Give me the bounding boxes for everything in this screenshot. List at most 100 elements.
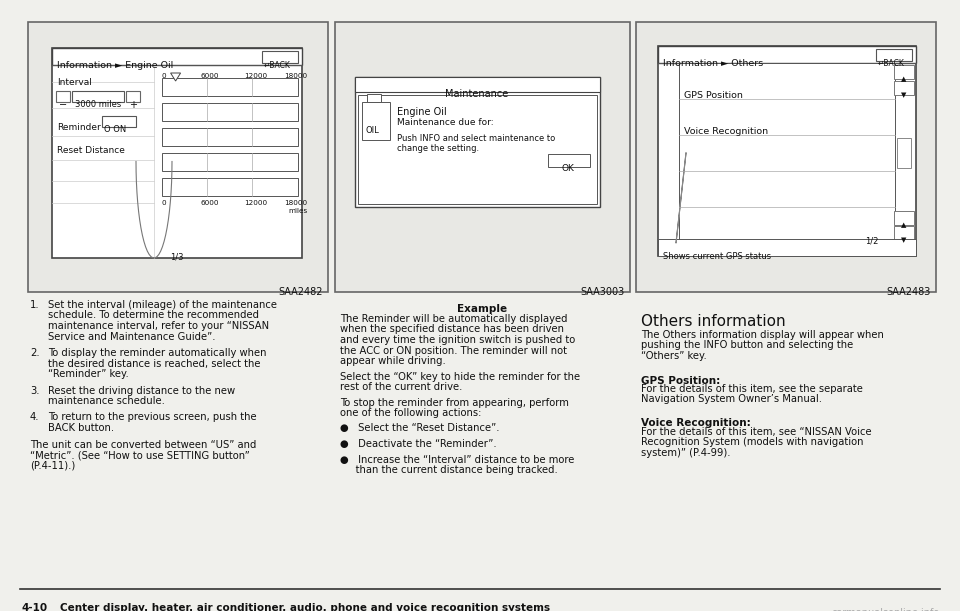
Text: 4-10: 4-10: [22, 603, 48, 611]
Text: Center display, heater, air conditioner, audio, phone and voice recognition syst: Center display, heater, air conditioner,…: [60, 603, 550, 611]
Text: O ON: O ON: [104, 125, 127, 134]
Text: Information ► Others: Information ► Others: [663, 59, 763, 68]
Text: The Others information display will appear when: The Others information display will appe…: [641, 330, 884, 340]
Bar: [679, 63, 895, 243]
Text: ▼: ▼: [901, 92, 906, 98]
Text: 0: 0: [162, 200, 167, 206]
Text: than the current distance being tracked.: than the current distance being tracked.: [340, 465, 558, 475]
Text: Voice Recognition: Voice Recognition: [684, 127, 768, 136]
Bar: [894, 211, 914, 225]
Bar: [636, 22, 936, 292]
Text: Reset Distance: Reset Distance: [57, 146, 125, 155]
Text: GPS Position:: GPS Position:: [641, 376, 720, 386]
Text: BACK button.: BACK button.: [48, 423, 114, 433]
Text: ●   Select the “Reset Distance”.: ● Select the “Reset Distance”.: [340, 423, 499, 433]
Text: OIL: OIL: [365, 126, 379, 135]
Text: Push INFO and select maintenance to: Push INFO and select maintenance to: [397, 134, 555, 143]
Text: 18000: 18000: [284, 200, 307, 206]
Text: 12000: 12000: [244, 200, 267, 206]
Text: 3.: 3.: [30, 386, 39, 395]
Text: 12000: 12000: [244, 73, 267, 79]
Bar: [355, 77, 600, 92]
Bar: [56, 91, 70, 102]
Text: To stop the reminder from appearing, perform: To stop the reminder from appearing, per…: [340, 398, 569, 408]
Text: 18000: 18000: [284, 73, 307, 79]
Bar: [52, 48, 302, 65]
Text: Reset the driving distance to the new: Reset the driving distance to the new: [48, 386, 235, 395]
Text: SAA2483: SAA2483: [887, 287, 931, 297]
Text: Engine Oil: Engine Oil: [397, 107, 446, 117]
Text: maintenance schedule.: maintenance schedule.: [48, 396, 165, 406]
Text: schedule. To determine the recommended: schedule. To determine the recommended: [48, 310, 259, 321]
Bar: [897, 138, 911, 168]
Text: Set the interval (mileage) of the maintenance: Set the interval (mileage) of the mainte…: [48, 300, 277, 310]
Text: Recognition System (models with navigation: Recognition System (models with navigati…: [641, 437, 863, 447]
Text: appear while driving.: appear while driving.: [340, 356, 445, 366]
Text: ▼: ▼: [901, 237, 906, 243]
Bar: [262, 51, 298, 63]
Bar: [658, 46, 916, 63]
Bar: [894, 226, 914, 240]
Text: carmanualsonline.info: carmanualsonline.info: [831, 608, 940, 611]
Text: the desired distance is reached, select the: the desired distance is reached, select …: [48, 359, 260, 368]
Text: “Others” key.: “Others” key.: [641, 351, 707, 361]
Text: ↵BACK: ↵BACK: [878, 59, 905, 68]
Bar: [162, 128, 298, 146]
Text: maintenance interval, refer to your “NISSAN: maintenance interval, refer to your “NIS…: [48, 321, 269, 331]
Text: To display the reminder automatically when: To display the reminder automatically wh…: [48, 348, 267, 358]
Text: “Metric”. (See “How to use SETTING button”: “Metric”. (See “How to use SETTING butto…: [30, 450, 250, 460]
Text: Example: Example: [457, 304, 507, 314]
Bar: [162, 103, 298, 121]
Bar: [894, 81, 914, 95]
Bar: [102, 116, 136, 127]
Text: Interval: Interval: [57, 78, 92, 87]
Text: Shows current GPS status: Shows current GPS status: [663, 252, 771, 261]
Text: For the details of this item, see “NISSAN Voice: For the details of this item, see “NISSA…: [641, 426, 872, 436]
Bar: [335, 22, 630, 292]
Text: 3000 miles: 3000 miles: [75, 100, 121, 109]
Text: Maintenance due for:: Maintenance due for:: [397, 118, 493, 127]
Text: Reminder: Reminder: [57, 123, 101, 132]
Bar: [894, 65, 914, 79]
Bar: [367, 94, 381, 102]
Text: Information ► Engine Oil: Information ► Engine Oil: [57, 61, 173, 70]
Bar: [355, 77, 600, 207]
Text: −: −: [59, 100, 67, 110]
Text: ▲: ▲: [901, 222, 906, 228]
Text: Voice Recognition:: Voice Recognition:: [641, 419, 751, 428]
Text: and every time the ignition switch is pushed to: and every time the ignition switch is pu…: [340, 335, 575, 345]
Text: SAA2482: SAA2482: [278, 287, 323, 297]
Text: when the specified distance has been driven: when the specified distance has been dri…: [340, 324, 564, 334]
Text: GPS Position: GPS Position: [684, 91, 743, 100]
Text: For the details of this item, see the separate: For the details of this item, see the se…: [641, 384, 863, 393]
Text: (P.4-11).): (P.4-11).): [30, 461, 75, 470]
Text: 1/3: 1/3: [170, 253, 183, 262]
Bar: [658, 239, 916, 256]
Text: To return to the previous screen, push the: To return to the previous screen, push t…: [48, 412, 256, 422]
Text: Maintenance: Maintenance: [445, 89, 509, 99]
Text: rest of the current drive.: rest of the current drive.: [340, 382, 463, 392]
Text: 1.: 1.: [30, 300, 39, 310]
Text: Select the “OK” key to hide the reminder for the: Select the “OK” key to hide the reminder…: [340, 371, 580, 381]
Text: Navigation System Owner’s Manual.: Navigation System Owner’s Manual.: [641, 394, 822, 404]
Text: ●   Deactivate the “Reminder”.: ● Deactivate the “Reminder”.: [340, 439, 496, 449]
Polygon shape: [171, 73, 180, 81]
Text: SAA3003: SAA3003: [581, 287, 625, 297]
Text: 4.: 4.: [30, 412, 39, 422]
Text: 6000: 6000: [201, 73, 220, 79]
Bar: [162, 78, 298, 96]
Text: “Reminder” key.: “Reminder” key.: [48, 369, 129, 379]
Bar: [162, 153, 298, 171]
Text: system)” (P.4-99).: system)” (P.4-99).: [641, 447, 731, 458]
Text: ▲: ▲: [901, 76, 906, 82]
Text: 2.: 2.: [30, 348, 39, 358]
Text: change the setting.: change the setting.: [397, 144, 479, 153]
Text: 1/2: 1/2: [865, 236, 878, 245]
Text: The Reminder will be automatically displayed: The Reminder will be automatically displ…: [340, 314, 567, 324]
Text: 6000: 6000: [201, 200, 220, 206]
Text: 0: 0: [162, 73, 167, 79]
Bar: [548, 154, 590, 167]
Bar: [876, 49, 912, 61]
Text: +: +: [129, 100, 137, 110]
Bar: [162, 178, 298, 196]
